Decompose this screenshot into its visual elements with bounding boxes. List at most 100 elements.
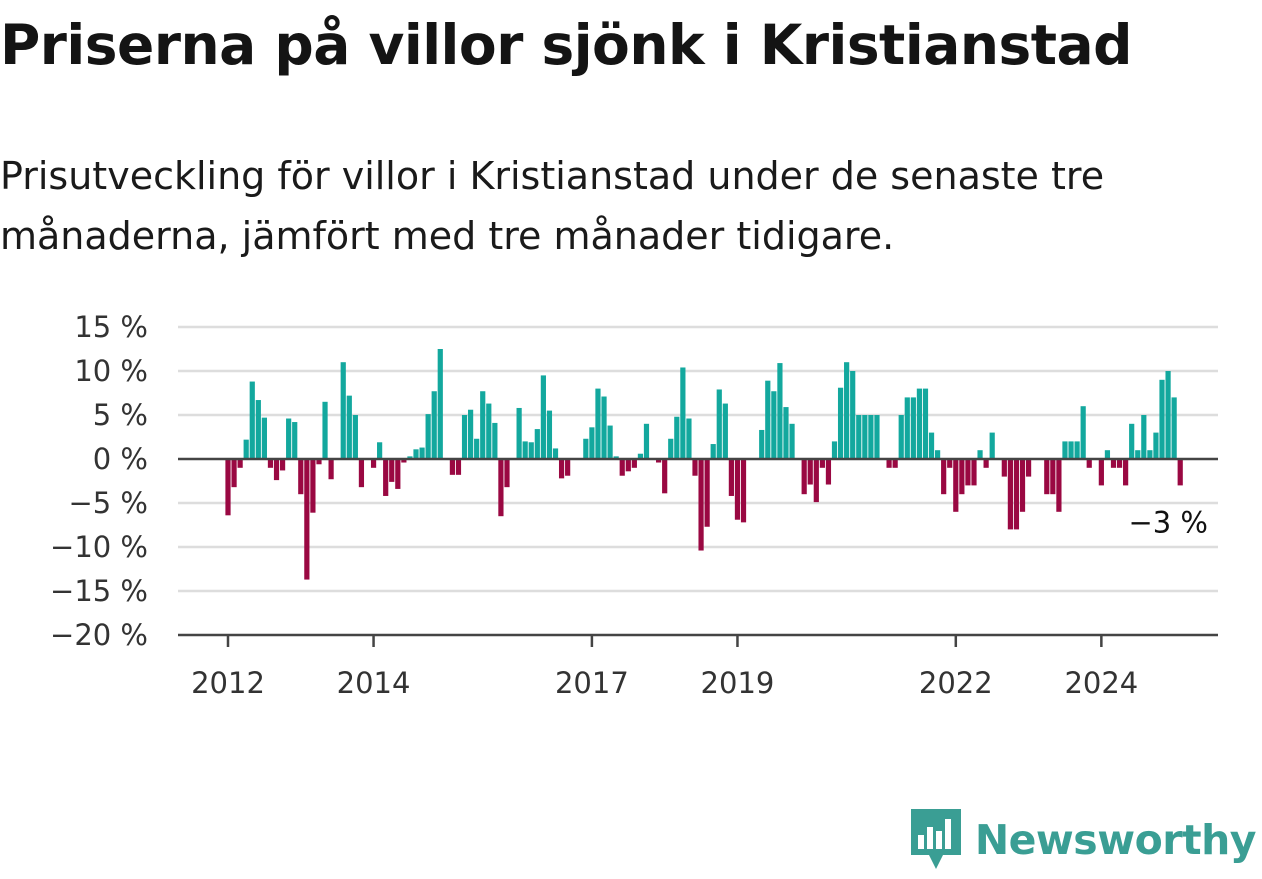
bar bbox=[1147, 450, 1153, 459]
bar bbox=[759, 429, 765, 459]
bar bbox=[1177, 459, 1183, 486]
bar bbox=[1159, 379, 1165, 459]
bar bbox=[401, 459, 407, 463]
bar bbox=[777, 363, 783, 459]
bar bbox=[692, 459, 698, 476]
bar bbox=[704, 459, 710, 527]
bar bbox=[352, 415, 358, 459]
bar bbox=[1007, 459, 1013, 530]
bar bbox=[522, 441, 528, 459]
bar bbox=[771, 391, 777, 459]
bar bbox=[1019, 459, 1026, 512]
bar bbox=[383, 459, 389, 496]
bar bbox=[813, 459, 819, 503]
bar bbox=[941, 459, 947, 495]
bar bbox=[1062, 441, 1068, 459]
bar bbox=[656, 459, 662, 463]
bar bbox=[437, 349, 443, 459]
bar bbox=[1110, 459, 1117, 468]
bar bbox=[340, 362, 346, 459]
bar bbox=[1123, 459, 1129, 486]
bar bbox=[1129, 423, 1135, 459]
bar bbox=[989, 432, 995, 459]
bar bbox=[831, 441, 838, 459]
bar bbox=[504, 459, 510, 488]
bar bbox=[1141, 415, 1147, 459]
x-tick-label: 2014 bbox=[337, 666, 411, 700]
bar bbox=[1050, 459, 1056, 495]
bar bbox=[589, 427, 595, 459]
bar bbox=[1013, 459, 1020, 530]
bar bbox=[619, 459, 625, 476]
bar bbox=[922, 388, 929, 459]
bar bbox=[710, 444, 716, 459]
bar bbox=[837, 387, 844, 459]
bar bbox=[1135, 450, 1141, 459]
bar bbox=[370, 459, 377, 468]
bar bbox=[607, 425, 613, 459]
bar bbox=[395, 459, 401, 489]
bar bbox=[498, 459, 504, 517]
y-tick-label: −5 % bbox=[68, 486, 148, 520]
newsworthy-logo-icon bbox=[910, 809, 961, 869]
y-tick-label: −15 % bbox=[50, 574, 148, 608]
y-tick-label: 10 % bbox=[74, 354, 148, 388]
bar bbox=[516, 407, 522, 459]
y-tick-label: −10 % bbox=[50, 530, 148, 564]
bar bbox=[1086, 459, 1092, 468]
bar bbox=[983, 459, 989, 468]
bar bbox=[825, 459, 832, 485]
bar bbox=[1044, 459, 1050, 495]
bar bbox=[686, 418, 692, 459]
bar bbox=[874, 415, 880, 459]
bar bbox=[898, 415, 904, 459]
bar bbox=[565, 459, 571, 476]
bar bbox=[637, 453, 644, 459]
bar bbox=[856, 415, 862, 459]
bar bbox=[680, 367, 686, 459]
bar bbox=[662, 459, 668, 494]
bar bbox=[959, 459, 965, 495]
bar bbox=[716, 389, 722, 459]
bar bbox=[279, 459, 286, 471]
bar bbox=[237, 459, 243, 468]
x-axis-labels: 2012 2014 2017 2019 2022 2024 bbox=[191, 666, 1138, 700]
y-tick-label: 15 % bbox=[74, 310, 148, 344]
bar bbox=[595, 388, 601, 459]
bar bbox=[583, 438, 589, 459]
bar bbox=[346, 395, 352, 459]
bar bbox=[862, 415, 868, 459]
bar bbox=[965, 459, 971, 486]
bar bbox=[631, 459, 637, 468]
bar bbox=[601, 396, 607, 459]
bar bbox=[850, 371, 856, 459]
bar bbox=[358, 459, 365, 488]
bar bbox=[431, 391, 437, 459]
bar bbox=[243, 439, 249, 459]
bar bbox=[449, 459, 455, 475]
bar bbox=[267, 459, 274, 468]
annotation-layer: −3 % bbox=[1128, 505, 1208, 539]
bar bbox=[552, 448, 559, 459]
bar bbox=[1074, 441, 1080, 459]
bar bbox=[255, 400, 261, 459]
bar bbox=[728, 459, 734, 496]
bar bbox=[819, 459, 825, 468]
last-value-annotation: −3 % bbox=[1128, 505, 1208, 539]
bar bbox=[740, 459, 747, 523]
bar bbox=[474, 438, 480, 459]
bar bbox=[947, 459, 953, 468]
bar bbox=[1165, 371, 1171, 459]
x-tick-label: 2012 bbox=[191, 666, 265, 700]
bar bbox=[455, 459, 462, 475]
y-tick-label: −20 % bbox=[50, 618, 148, 652]
x-tick-label: 2024 bbox=[1064, 666, 1138, 700]
bar bbox=[316, 459, 322, 465]
x-tick-label: 2019 bbox=[701, 666, 775, 700]
bar bbox=[953, 459, 959, 512]
bar bbox=[461, 415, 468, 459]
bar bbox=[625, 459, 631, 472]
bar bbox=[492, 422, 498, 459]
brand: Newsworthy bbox=[910, 807, 1257, 873]
bar bbox=[249, 381, 255, 459]
